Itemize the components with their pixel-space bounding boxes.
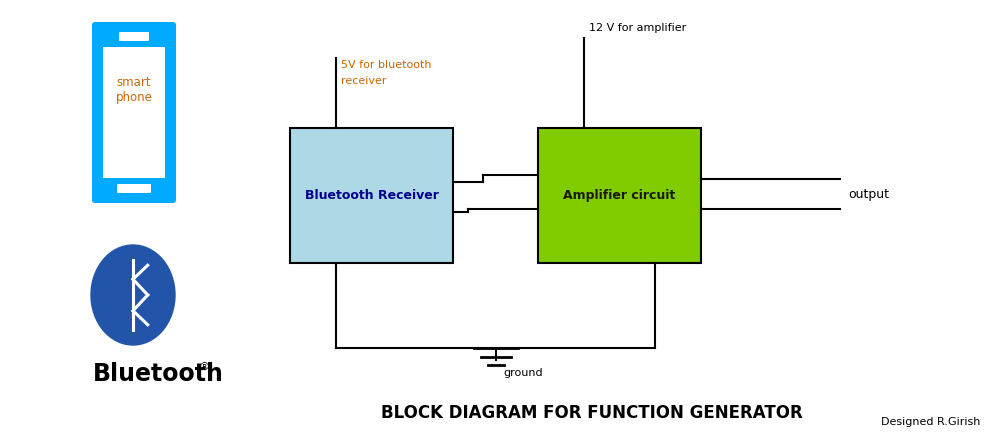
Text: BLOCK DIAGRAM FOR FUNCTION GENERATOR: BLOCK DIAGRAM FOR FUNCTION GENERATOR [381,404,802,422]
FancyBboxPatch shape [117,184,151,193]
Text: Amplifier circuit: Amplifier circuit [563,189,675,202]
Text: smart
phone: smart phone [115,76,152,104]
Text: ®: ® [198,362,209,372]
FancyBboxPatch shape [91,22,176,203]
Ellipse shape [90,245,175,345]
Bar [103,47,165,178]
Bar [289,128,452,263]
Text: Designed R.Girish: Designed R.Girish [880,417,979,427]
Text: output: output [847,187,888,201]
Text: 5V for bluetooth: 5V for bluetooth [340,60,430,70]
Text: 12 V for amplifier: 12 V for amplifier [588,23,685,33]
Text: Bluetooth: Bluetooth [92,362,224,386]
Text: Bluetooth Receiver: Bluetooth Receiver [304,189,438,202]
FancyBboxPatch shape [119,32,149,41]
Text: receiver: receiver [340,76,386,86]
Bar [538,128,701,263]
Text: ground: ground [503,368,543,378]
